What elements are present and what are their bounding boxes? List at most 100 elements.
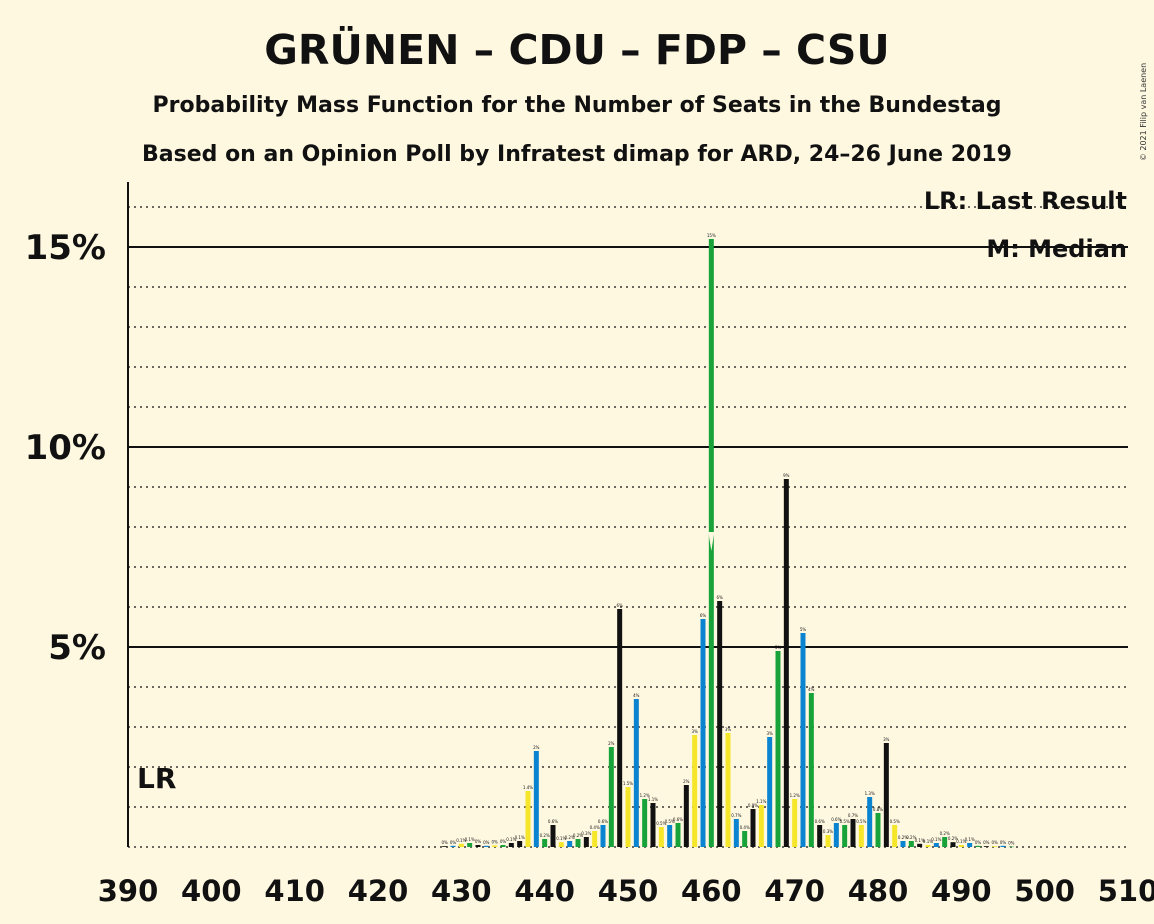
bar-value-label: 0.8% (873, 807, 883, 812)
bar-value-label: 0.6% (673, 817, 683, 822)
x-tick-label: 400 (181, 874, 242, 908)
bar-value-label: 0.1% (456, 838, 466, 843)
bar-value-label: 4% (808, 687, 815, 692)
bar (575, 839, 581, 847)
bar (592, 831, 598, 847)
bar (942, 837, 948, 847)
bar-value-label: 0% (441, 840, 448, 845)
legend-last-result: LR: Last Result (924, 187, 1127, 215)
bar-value-label: 0.1% (556, 836, 566, 841)
bar (475, 845, 481, 847)
bar (858, 825, 864, 847)
bar (783, 479, 789, 847)
bar-value-label: 3% (691, 729, 698, 734)
bar-value-label: 1.3% (865, 791, 875, 796)
bar-value-label: 0% (1008, 841, 1015, 846)
bar (867, 797, 873, 847)
bar-value-label: 1.4% (523, 785, 533, 790)
bar (742, 831, 748, 847)
bar-value-label: 0% (483, 840, 490, 845)
bar (450, 845, 456, 847)
bar (617, 609, 623, 847)
legend-median: M: Median (986, 235, 1127, 263)
bar (792, 799, 798, 847)
bar (758, 805, 764, 847)
bars (442, 239, 1014, 848)
bar-value-label: 0.1% (915, 838, 925, 843)
bar-value-label: 0.1% (956, 839, 966, 844)
bar-value-label: 0.2% (906, 835, 916, 840)
bar-value-label: 0% (450, 840, 457, 845)
bar-value-label: 6% (700, 613, 707, 618)
bar (1000, 845, 1006, 847)
bar (892, 825, 898, 847)
bar-value-label: 2% (533, 745, 540, 750)
bar-value-label: 1.1% (756, 799, 766, 804)
bar (900, 841, 906, 847)
x-tick-labels: 390 400 410 420 430 440 450 460 470 480 490 500 510 (98, 874, 1154, 908)
bar (625, 787, 631, 847)
x-tick-label: 430 (431, 874, 492, 908)
bar-value-label: 0.5% (890, 819, 900, 824)
chart-subtitle-2: Based on an Opinion Poll by Infratest di… (142, 142, 1012, 167)
bar-value-label: 0.1% (465, 837, 475, 842)
bar (533, 751, 539, 847)
bar-value-label: 0.2% (573, 833, 583, 838)
bar-value-label: 1.1% (648, 797, 658, 802)
bar-value-label: 0% (500, 839, 507, 844)
last-result-marker: LR (137, 762, 176, 795)
bar (642, 799, 648, 847)
bar-value-label: 0.5% (656, 821, 666, 826)
bar-value-label: 0% (975, 840, 982, 845)
bar-value-label: 0.5% (665, 819, 675, 824)
bar-value-label: 6% (616, 603, 623, 608)
bar-value-label: 3% (766, 731, 773, 736)
bar (1008, 846, 1014, 848)
bar (542, 839, 548, 847)
bar-value-label: 2% (683, 779, 690, 784)
bar (958, 845, 964, 847)
bar (525, 791, 531, 847)
y-tick-label: 10% (25, 428, 106, 468)
x-tick-label: 390 (98, 874, 159, 908)
bar-value-label: 0.4% (590, 825, 600, 830)
bar-value-labels: 0% 0% 0.1%0.1% 0% 0% 0% 0% 0.1%0.1%1.4%2%0.2%0.… (441, 233, 1014, 846)
bar-value-label: 0% (491, 839, 498, 844)
bar (975, 845, 981, 847)
bar (483, 845, 489, 847)
bar (883, 743, 889, 847)
bar-value-label: 0.6% (815, 819, 825, 824)
bar (967, 843, 973, 847)
bar (825, 835, 831, 847)
bar-value-label: 3% (725, 727, 732, 732)
bar-value-label: 3% (883, 737, 890, 742)
bar-value-label: 0.3% (581, 831, 591, 836)
bar (500, 845, 506, 847)
bar (608, 747, 614, 847)
bar-value-label: 0% (991, 840, 998, 845)
y-tick-label: 15% (25, 228, 106, 268)
bar (683, 785, 689, 847)
bar-value-label: 6% (716, 595, 723, 600)
bar-value-label: 1.2% (640, 793, 650, 798)
bar-value-label: 0% (475, 839, 482, 844)
bar (800, 633, 806, 847)
x-tick-label: 440 (514, 874, 575, 908)
bar-value-label: 0% (1000, 840, 1007, 845)
bar-value-label: 0.7% (848, 813, 858, 818)
bar-value-label: 0.2% (898, 835, 908, 840)
bar (700, 619, 706, 847)
bar (992, 846, 998, 847)
bar-value-label: 0.6% (831, 817, 841, 822)
bar-value-label: 0.4% (740, 825, 750, 830)
x-tick-label: 410 (264, 874, 325, 908)
bar-value-label: 0.6% (598, 819, 608, 824)
chart-subtitle: Probability Mass Function for the Number… (153, 93, 1002, 118)
bar (567, 841, 573, 847)
bar (442, 846, 448, 847)
y-tick-labels: 5% 10% 15% (25, 228, 106, 668)
bar-value-label: 0.5% (856, 819, 866, 824)
bar (458, 843, 464, 847)
bar (808, 693, 814, 847)
